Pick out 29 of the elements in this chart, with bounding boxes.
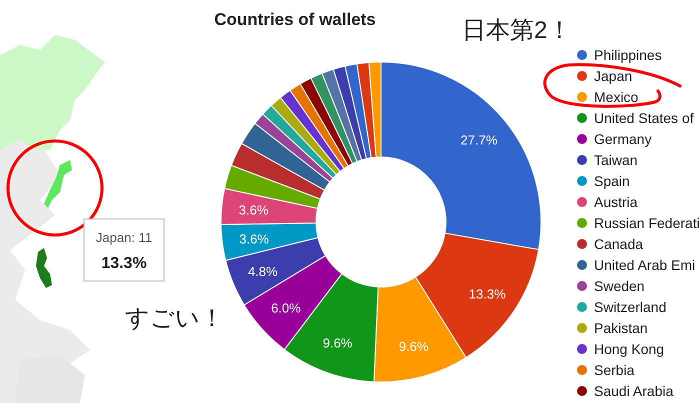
legend-label: Pakistan (594, 320, 648, 336)
text: すごい！ (125, 305, 224, 332)
legend-label: Spain (594, 173, 630, 189)
text: 日本第2！ (462, 17, 572, 44)
legend-label: Saudi Arabia (594, 383, 674, 399)
legend-label: Canada (594, 236, 644, 252)
data-label: 9.6% (398, 338, 429, 354)
legend-label: United States of (594, 110, 694, 126)
legend-label: United Arab Emi (594, 257, 696, 273)
legend-label: Sweden (594, 278, 645, 294)
legend-label: Austria (594, 194, 638, 210)
legend-label: Hong Kong (594, 341, 664, 357)
tooltip: Japan: 11 13.3% (84, 218, 164, 282)
chart-title: Countries of wallets (214, 10, 376, 29)
legend-label: Switzerland (594, 299, 666, 315)
legend-label: Russian Federati (594, 215, 700, 231)
data-label: 6.0% (271, 300, 302, 316)
data-label: 9.6% (322, 335, 353, 350)
data-label: 3.6% (239, 231, 270, 246)
legend-label: Germany (594, 131, 652, 147)
data-label: 4.8% (248, 264, 278, 280)
legend-label: Japan (594, 68, 632, 84)
legend-label: Mexico (594, 89, 639, 105)
legend-label: Serbia (594, 362, 635, 378)
legend-label: Taiwan (594, 152, 638, 168)
data-label: 27.7% (460, 132, 498, 148)
data-label: 3.6% (238, 202, 269, 218)
data-label: 13.3% (468, 286, 506, 302)
legend-label: Philippines (594, 47, 662, 63)
